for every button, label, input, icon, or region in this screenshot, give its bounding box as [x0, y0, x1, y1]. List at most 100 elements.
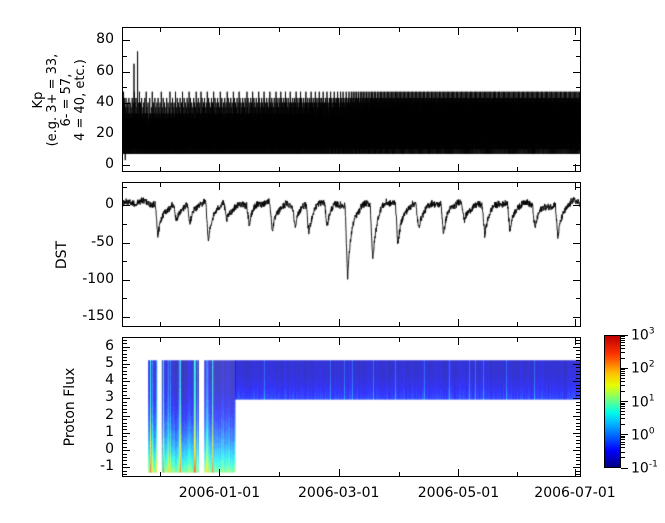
x-minor-tick — [159, 28, 161, 32]
y-minor-tick — [123, 186, 127, 188]
colorbar-tick-label: 101 — [631, 393, 655, 410]
y-tick-label: 40 — [96, 93, 114, 110]
y-major-tick — [573, 432, 580, 434]
y-minor-tick — [123, 460, 127, 462]
cb-major-tick — [621, 467, 628, 469]
cb-minor-tick — [621, 424, 625, 426]
y-major-tick — [573, 102, 580, 104]
x-minor-tick — [398, 472, 400, 476]
y-minor-tick — [123, 439, 127, 441]
x-major-tick — [458, 164, 460, 171]
x-minor-tick — [159, 322, 161, 326]
y-minor-tick — [123, 353, 127, 355]
y-minor-tick — [576, 350, 580, 352]
y-major-tick — [573, 133, 580, 135]
y-minor-tick — [123, 391, 127, 393]
colorbar-exponent: 2 — [648, 359, 655, 370]
y-minor-tick — [576, 405, 580, 407]
y-minor-tick — [123, 339, 127, 341]
y-minor-tick — [576, 453, 580, 455]
x-minor-tick — [516, 183, 518, 187]
y-major-tick — [123, 363, 130, 365]
cb-minor-tick — [621, 435, 625, 437]
x-major-tick — [219, 469, 221, 476]
x-minor-tick — [516, 28, 518, 32]
y-major-tick — [123, 40, 130, 42]
y-tick-label: 6 — [105, 337, 114, 354]
x-major-tick — [338, 183, 340, 190]
cb-minor-tick — [621, 347, 625, 349]
y-major-tick — [123, 133, 130, 135]
cb-minor-tick — [621, 385, 625, 387]
y-minor-tick — [576, 425, 580, 427]
y-minor-tick — [123, 443, 127, 445]
x-major-tick — [338, 338, 340, 345]
y-tick-label: 3 — [105, 389, 114, 406]
y-major-tick — [123, 242, 130, 244]
proton-flux-panel — [122, 337, 581, 477]
y-major-tick — [573, 279, 580, 281]
x-major-tick — [458, 319, 460, 326]
x-minor-tick — [398, 183, 400, 187]
cb-minor-tick — [621, 380, 625, 382]
dst-series-canvas — [123, 183, 580, 326]
x-minor-tick — [159, 472, 161, 476]
y-major-tick — [123, 381, 130, 383]
y-major-tick — [573, 164, 580, 166]
y-major-tick — [573, 467, 580, 469]
y-minor-tick — [576, 422, 580, 424]
y-minor-tick — [576, 87, 580, 89]
y-minor-tick — [123, 261, 127, 263]
cb-minor-tick — [621, 408, 625, 410]
kp-panel — [122, 27, 581, 172]
x-minor-tick — [516, 167, 518, 171]
colorbar-exponent: 3 — [648, 326, 655, 337]
cb-major-tick — [621, 401, 628, 402]
x-minor-tick — [398, 28, 400, 32]
y-minor-tick — [576, 443, 580, 445]
y-tick-label: 1 — [105, 423, 114, 440]
y-minor-tick — [123, 377, 127, 379]
y-minor-tick — [576, 439, 580, 441]
x-major-tick — [338, 319, 340, 326]
y-minor-tick — [576, 412, 580, 414]
y-minor-tick — [576, 360, 580, 362]
x-minor-tick — [279, 183, 281, 187]
x-major-tick — [458, 338, 460, 345]
y-major-tick — [573, 415, 580, 417]
x-minor-tick — [159, 183, 161, 187]
y-minor-tick — [576, 356, 580, 358]
cb-minor-tick — [621, 341, 625, 343]
y-major-tick — [123, 164, 130, 166]
cb-minor-tick — [621, 339, 625, 341]
x-tick-label: 2006-05-01 — [417, 485, 500, 501]
y-minor-tick — [576, 384, 580, 386]
y-major-tick — [573, 363, 580, 365]
y-major-tick — [573, 317, 580, 319]
y-tick-label: 5 — [105, 354, 114, 371]
y-tick-label: -100 — [82, 270, 114, 287]
y-minor-tick — [123, 401, 127, 403]
colorbar-mantissa: 10 — [631, 360, 649, 377]
y-tick-label: 80 — [96, 31, 114, 48]
cb-minor-tick — [621, 439, 625, 441]
cb-minor-tick — [621, 404, 625, 406]
x-major-tick — [219, 319, 221, 326]
dst-panel — [122, 182, 581, 327]
y-major-tick — [573, 346, 580, 348]
y-minor-tick — [123, 360, 127, 362]
y-major-tick — [123, 346, 130, 348]
cb-minor-tick — [621, 375, 625, 377]
y-major-tick — [123, 415, 130, 417]
y-tick-label: 0 — [105, 441, 114, 458]
y-tick-label: -150 — [82, 308, 114, 325]
y-major-tick — [123, 398, 130, 400]
y-minor-tick — [123, 384, 127, 386]
y-minor-tick — [123, 405, 127, 407]
cb-minor-tick — [621, 457, 625, 459]
y-tick-label: 2 — [105, 406, 114, 423]
y-tick-label: 0 — [105, 155, 114, 172]
y-major-tick — [123, 205, 130, 207]
y-minor-tick — [123, 149, 127, 151]
y-minor-tick — [576, 474, 580, 476]
